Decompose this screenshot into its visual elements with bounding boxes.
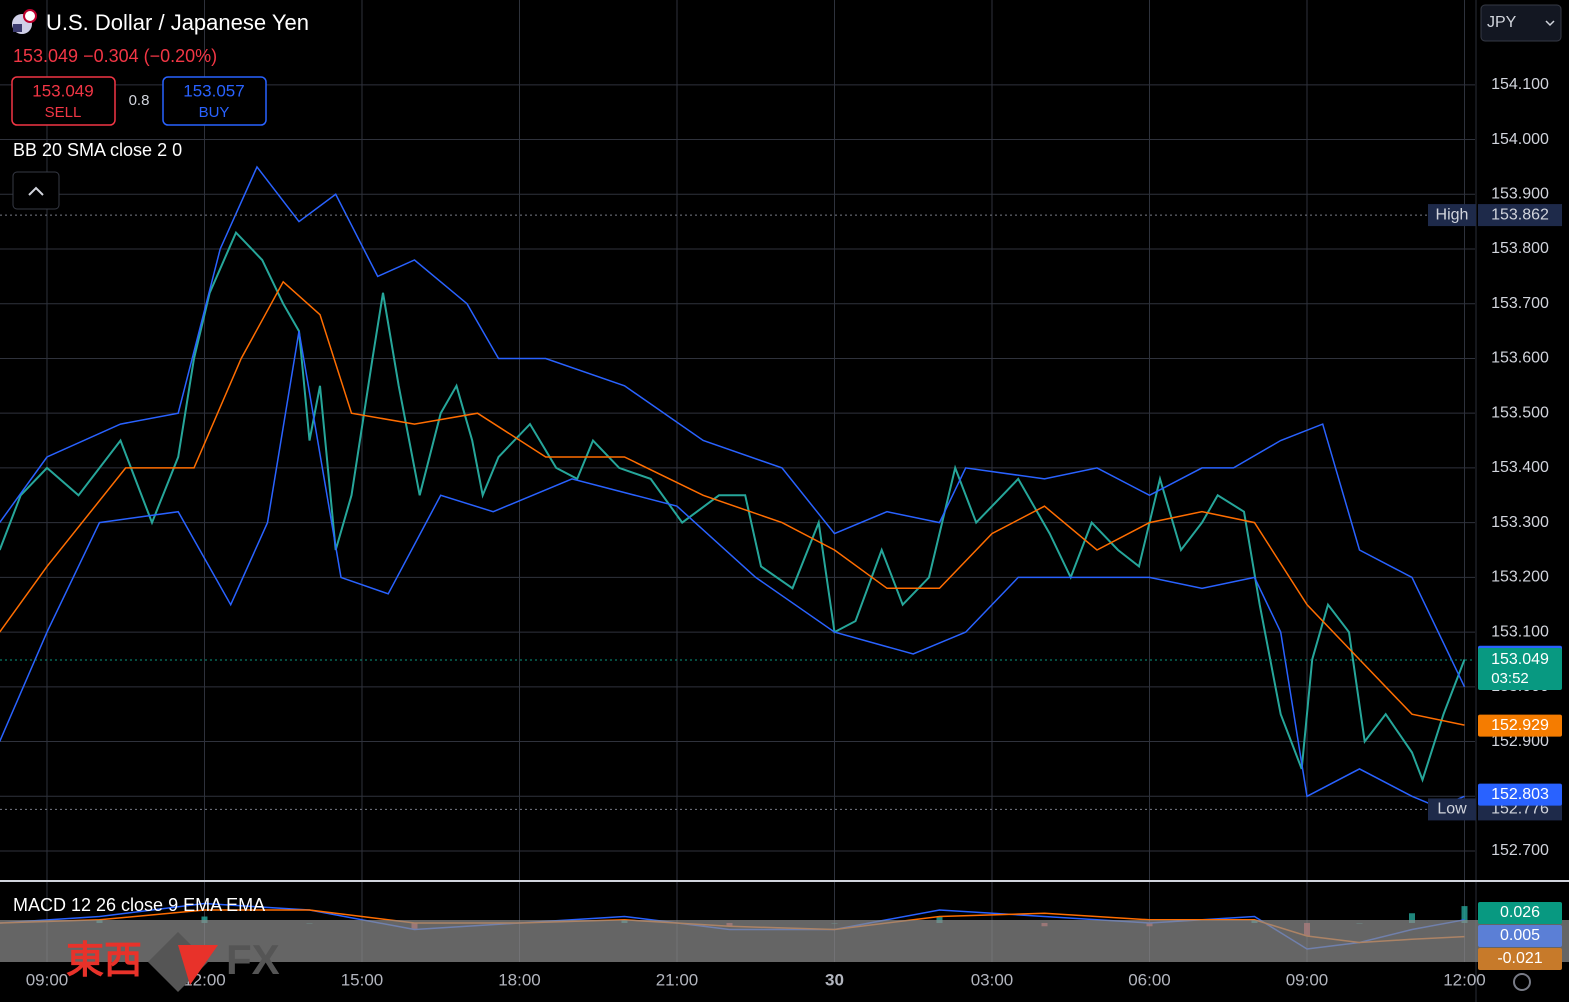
price-change: 153.049 −0.304 (−0.20%) [13, 46, 217, 66]
x-tick-label: 09:00 [26, 970, 69, 989]
buy-button[interactable] [162, 76, 267, 126]
last-badge [1478, 648, 1562, 690]
x-tick-label: 30 [825, 970, 844, 989]
indicator-label: BB 20 SMA close 2 0 [13, 140, 182, 160]
price-line [0, 230, 1466, 783]
collapse-button[interactable] [12, 171, 60, 210]
y-tick-label: 153.100 [1491, 623, 1549, 640]
symbol-title: U.S. Dollar / Japanese Yen [46, 10, 309, 35]
macd-value: 0.005 [1500, 927, 1540, 944]
high-value: 153.862 [1491, 206, 1549, 223]
watermark-left: 東西 [66, 940, 142, 982]
y-tick-label: 154.000 [1491, 131, 1549, 148]
settings-icon[interactable] [1513, 973, 1531, 991]
sell-price: 153.049 [32, 81, 93, 100]
sell-button[interactable] [11, 76, 116, 126]
basis-badge [1478, 714, 1562, 737]
y-tick-label: 153.600 [1491, 350, 1549, 367]
y-tick-label: 153.900 [1491, 185, 1549, 202]
macd-badge [1478, 925, 1562, 947]
watermark-icon [178, 945, 218, 985]
spread: 0.8 [129, 92, 150, 109]
price-badges: High153.862Low152.776153.055152.929152.8… [1428, 204, 1562, 970]
dropdown-icon [1545, 20, 1555, 27]
low-text: Low [1437, 801, 1467, 818]
macd-title: MACD 12 26 close 9 EMA EMA [13, 895, 265, 915]
histogram-bar [936, 916, 943, 923]
macd-value: 0.026 [1500, 904, 1540, 921]
x-tick-label: 06:00 [1128, 970, 1171, 989]
x-tick-label: 15:00 [341, 970, 384, 989]
y-tick-label: 152.700 [1491, 842, 1549, 859]
grid [0, 0, 1475, 962]
histogram-bar [1461, 906, 1468, 923]
histogram-bar [201, 916, 208, 923]
time-axis: 09:00 12:00 15:00 18:00 21:00 30 03:00 06:00 09:… [26, 970, 1486, 989]
y-tick-label: 153.800 [1491, 240, 1549, 257]
flag-icon [13, 24, 22, 32]
currency-dropdown[interactable] [1480, 4, 1562, 42]
x-tick-label: 18:00 [498, 970, 541, 989]
countdown: 03:52 [1491, 670, 1529, 687]
price-axis: 154.100 154.000 153.900 153.800 153.700 153.6… [1491, 76, 1549, 859]
sell-label: SELL [45, 104, 82, 121]
macd-badge [1478, 948, 1562, 970]
y-tick-label: 153.700 [1491, 295, 1549, 312]
macd-badge [1478, 902, 1562, 924]
basis-value: 152.929 [1491, 717, 1549, 734]
y-tick-label: 152.900 [1491, 733, 1549, 750]
macd-value: -0.021 [1497, 950, 1542, 967]
high-badge [1478, 204, 1562, 227]
x-tick-label: 21:00 [656, 970, 699, 989]
watermark-right: FX [226, 936, 280, 983]
lower-badge [1478, 783, 1562, 806]
lower-value: 152.803 [1491, 786, 1549, 803]
x-tick-label: 09:00 [1286, 970, 1329, 989]
x-tick-label: 03:00 [971, 970, 1014, 989]
chevron-icon [28, 186, 44, 196]
y-tick-label: 153.300 [1491, 514, 1549, 531]
high-text: High [1436, 206, 1469, 223]
y-tick-label: 153.400 [1491, 459, 1549, 476]
high-tag [1428, 204, 1476, 227]
price-line [0, 165, 1466, 688]
histogram-bar [1408, 913, 1415, 923]
watermark-band [0, 920, 1569, 962]
y-tick-label: 153.500 [1491, 404, 1549, 421]
price-plot [0, 165, 1475, 810]
low-tag [1428, 798, 1476, 821]
currency-label: JPY [1487, 14, 1517, 31]
x-tick-label: 12:00 [1443, 970, 1486, 989]
price-line [0, 280, 1465, 726]
price-line [0, 330, 1465, 809]
last-value: 153.049 [1491, 651, 1549, 668]
flag-icon [23, 9, 37, 23]
buy-price: 153.057 [183, 81, 244, 100]
buy-label: BUY [199, 104, 230, 121]
y-tick-label: 153.200 [1491, 569, 1549, 586]
y-tick-label: 154.100 [1491, 76, 1549, 93]
